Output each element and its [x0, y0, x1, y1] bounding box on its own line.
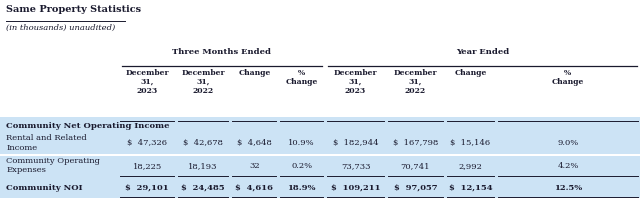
Text: $  12,154: $ 12,154 [449, 184, 492, 192]
Text: (in thousands) unaudited): (in thousands) unaudited) [6, 24, 116, 32]
Text: Rental and Related
Income: Rental and Related Income [6, 134, 87, 152]
Bar [0, 117, 640, 134]
Text: December
31,
2022: December 31, 2022 [181, 69, 225, 95]
Text: $  47,326: $ 47,326 [127, 139, 167, 147]
Bar [0, 154, 640, 156]
Text: 10.9%: 10.9% [289, 139, 315, 147]
Text: 18,225: 18,225 [132, 162, 162, 170]
Text: 18,193: 18,193 [188, 162, 218, 170]
Text: Change: Change [238, 69, 271, 77]
Bar [0, 155, 640, 178]
Text: $  109,211: $ 109,211 [331, 184, 380, 192]
Text: 73,733: 73,733 [340, 162, 371, 170]
Text: $  182,944: $ 182,944 [333, 139, 378, 147]
Text: Change: Change [454, 69, 486, 77]
Text: Community Operating
Expenses: Community Operating Expenses [6, 157, 100, 174]
Text: %
Change: % Change [552, 69, 584, 86]
Text: December
31,
2022: December 31, 2022 [394, 69, 437, 95]
Text: $  24,485: $ 24,485 [181, 184, 225, 192]
Text: 18.9%: 18.9% [287, 184, 316, 192]
Text: Year Ended: Year Ended [456, 48, 509, 56]
Text: 4.2%: 4.2% [557, 162, 579, 170]
Text: Three Months Ended: Three Months Ended [172, 48, 271, 56]
Text: $  97,057: $ 97,057 [394, 184, 437, 192]
Text: Community Net Operating Income: Community Net Operating Income [6, 122, 170, 130]
Text: %
Change: % Change [285, 69, 318, 86]
Text: $  4,648: $ 4,648 [237, 139, 272, 147]
Text: Same Property Statistics: Same Property Statistics [6, 5, 141, 14]
Text: $  29,101: $ 29,101 [125, 184, 169, 192]
Text: 2,992: 2,992 [458, 162, 483, 170]
Text: Community NOI: Community NOI [6, 184, 83, 192]
Text: 0.2%: 0.2% [291, 162, 312, 170]
Text: $  167,798: $ 167,798 [393, 139, 438, 147]
Text: 12.5%: 12.5% [554, 184, 582, 192]
Bar [0, 131, 640, 155]
Bar [0, 175, 640, 198]
Text: December
31,
2023: December 31, 2023 [125, 69, 169, 95]
Text: 70,741: 70,741 [401, 162, 430, 170]
Text: 32: 32 [249, 162, 260, 170]
Text: $  4,616: $ 4,616 [236, 184, 273, 192]
Text: 9.0%: 9.0% [557, 139, 579, 147]
Text: $  15,146: $ 15,146 [451, 139, 490, 147]
Text: $  42,678: $ 42,678 [183, 139, 223, 147]
Text: December
31,
2023: December 31, 2023 [333, 69, 378, 95]
